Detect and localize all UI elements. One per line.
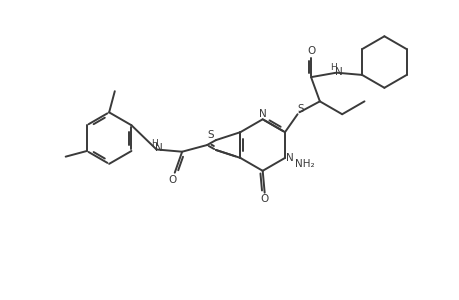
Text: S: S xyxy=(297,104,303,114)
Text: O: O xyxy=(260,194,268,204)
Text: H: H xyxy=(151,139,157,148)
Text: N: N xyxy=(154,143,162,154)
Text: N: N xyxy=(285,153,293,163)
Text: N: N xyxy=(258,109,266,119)
Text: O: O xyxy=(306,46,314,56)
Text: S: S xyxy=(207,130,214,140)
Text: H: H xyxy=(330,63,336,72)
Text: N: N xyxy=(334,67,341,77)
Text: O: O xyxy=(168,175,176,184)
Text: NH₂: NH₂ xyxy=(294,159,314,169)
